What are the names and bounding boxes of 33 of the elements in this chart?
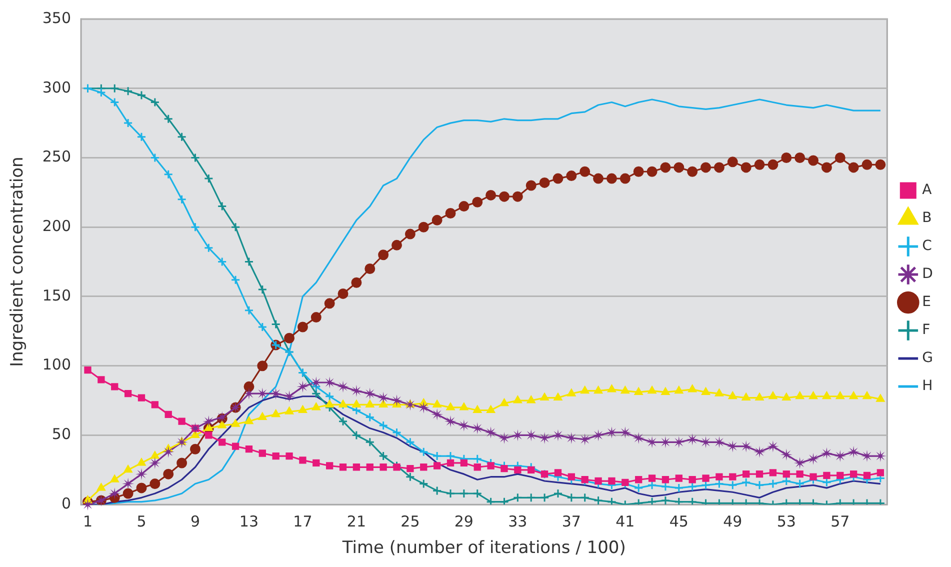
legend-label: C [922,238,932,254]
x-tick-label: 1 [82,512,93,530]
x-tick-label: 37 [562,512,581,530]
y-tick-label: 0 [61,494,72,512]
y-tick-label: 100 [42,356,72,374]
x-tick-label: 41 [616,512,635,530]
y-tick-label: 250 [42,148,72,166]
x-tick-label: 53 [776,512,796,530]
legend-label: E [922,294,932,310]
x-tick-label: 33 [508,512,528,530]
legend-label: F [922,322,930,338]
legend-label: A [922,182,932,198]
x-tick-label: 5 [136,512,146,530]
x-tick-label: 29 [454,512,474,530]
x-tick-label: 13 [239,512,259,530]
x-tick-label: 9 [190,512,200,530]
legend-label: H [922,378,933,394]
y-tick-label: 150 [42,286,72,304]
x-axis-title: Time (number of iterations / 100) [341,538,626,558]
x-tick-label: 49 [723,512,742,530]
y-tick-label: 350 [42,8,72,27]
legend-label: G [922,350,934,366]
y-tick-label: 300 [42,78,72,96]
y-tick-label: 50 [52,425,72,444]
x-tick-label: 25 [400,512,420,530]
x-tick-label: 21 [346,512,366,530]
y-tick-label: 200 [42,217,72,236]
y-axis-title: Ingredient concentration [8,156,28,367]
x-tick-label: 45 [669,512,688,530]
legend-label: D [922,266,933,282]
legend-label: B [922,210,932,226]
x-tick-label: 17 [293,512,312,530]
x-tick-label: 57 [830,512,850,530]
